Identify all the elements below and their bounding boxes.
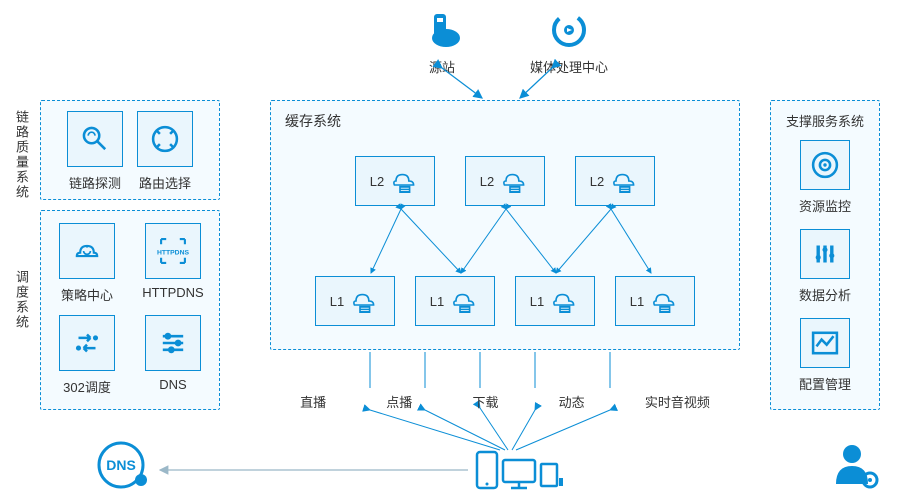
sched302-icon-box <box>59 315 115 371</box>
service-label: 动态 <box>559 392 585 411</box>
config-label: 配置管理 <box>771 374 879 393</box>
l2-label: L2 <box>590 174 604 189</box>
dns-slider-icon <box>156 326 190 360</box>
service-label: 直播 <box>300 392 326 411</box>
policy-label: 策略中心 <box>51 285 123 304</box>
l1-node: L1 <box>315 276 395 326</box>
service-label: 实时音视频 <box>645 392 710 411</box>
l1-label: L1 <box>430 294 444 309</box>
cloud-server-icon <box>648 285 680 317</box>
policy-icon-box <box>59 223 115 279</box>
cloud-server-icon <box>548 285 580 317</box>
cloud-server-icon <box>608 165 640 197</box>
analytics-label: 数据分析 <box>771 285 879 304</box>
detect-item: 链路探测 <box>67 111 123 189</box>
link-quality-panel: 链路探测 路由选择 <box>40 100 220 200</box>
l1-node: L1 <box>615 276 695 326</box>
link-detect-icon <box>78 122 112 156</box>
devices-icon <box>475 448 565 497</box>
dns-badge-icon: DNS <box>95 440 155 490</box>
support-title: 支撑服务系统 <box>771 111 879 130</box>
services-row: 直播 点播 下载 动态 实时音视频 <box>270 392 740 411</box>
dns-badge-text: DNS <box>106 457 136 473</box>
l2-row: L2 L2 L2 <box>271 156 739 206</box>
link-quality-title: 链路质量系统 <box>12 110 31 200</box>
l2-label: L2 <box>480 174 494 189</box>
media-center: 媒体处理中心 <box>530 8 608 76</box>
config-icon-box <box>800 318 850 368</box>
media-center-label: 媒体处理中心 <box>530 57 608 76</box>
route-item: 路由选择 <box>137 111 193 189</box>
monitor-item: 资源监控 <box>771 140 879 215</box>
config-item: 配置管理 <box>771 318 879 393</box>
l2-node: L2 <box>465 156 545 206</box>
scheduler-title: 调度系统 <box>12 270 31 330</box>
route-select-icon <box>148 122 182 156</box>
sched302-icon <box>70 326 104 360</box>
media-center-icon <box>547 8 591 52</box>
monitor-label: 资源监控 <box>771 196 879 215</box>
detect-icon-box <box>67 111 123 167</box>
httpdns-label: HTTPDNS <box>137 285 209 300</box>
support-panel: 支撑服务系统 资源监控 数据分析 配置管理 <box>770 100 880 410</box>
cloud-server-icon <box>448 285 480 317</box>
monitor-icon <box>808 148 842 182</box>
analytics-icon-box <box>800 229 850 279</box>
l1-label: L1 <box>530 294 544 309</box>
config-icon <box>808 326 842 360</box>
scheduler-panel: 策略中心 HTTPDNS HTTPDNS 302调度 DNS <box>40 210 220 410</box>
route-label: 路由选择 <box>137 173 193 192</box>
service-label: 下载 <box>472 392 498 411</box>
cache-title: 缓存系统 <box>285 111 341 131</box>
dns-label: DNS <box>137 377 209 392</box>
origin-icon <box>420 8 464 52</box>
httpdns-item: HTTPDNS HTTPDNS <box>137 223 209 305</box>
policy-center-icon <box>70 234 104 268</box>
cloud-server-icon <box>498 165 530 197</box>
analytics-icon <box>808 237 842 271</box>
cloud-server-icon <box>348 285 380 317</box>
l1-row: L1 L1 L1 L1 <box>271 276 739 326</box>
sched302-item: 302调度 <box>51 315 123 397</box>
l2-node: L2 <box>355 156 435 206</box>
analytics-item: 数据分析 <box>771 229 879 304</box>
httpdns-icon: HTTPDNS <box>156 234 190 268</box>
dns-badge: DNS <box>95 440 155 495</box>
l1-node: L1 <box>515 276 595 326</box>
dns-item: DNS <box>137 315 209 397</box>
httpdns-icon-box: HTTPDNS <box>145 223 201 279</box>
l1-label: L1 <box>630 294 644 309</box>
route-icon-box <box>137 111 193 167</box>
detect-label: 链路探测 <box>67 173 123 192</box>
cache-panel: 缓存系统 L2 L2 L2 L1 L1 L1 L1 <box>270 100 740 350</box>
service-label: 点播 <box>386 392 412 411</box>
l2-label: L2 <box>370 174 384 189</box>
origin-label: 源站 <box>420 57 464 76</box>
policy-item: 策略中心 <box>51 223 123 305</box>
cloud-server-icon <box>388 165 420 197</box>
dns-icon-box <box>145 315 201 371</box>
svg-text:HTTPDNS: HTTPDNS <box>157 249 190 256</box>
origin-station: 源站 <box>420 8 464 76</box>
l2-node: L2 <box>575 156 655 206</box>
l1-label: L1 <box>330 294 344 309</box>
sched302-label: 302调度 <box>51 377 123 396</box>
l1-node: L1 <box>415 276 495 326</box>
user-icon <box>830 440 880 495</box>
monitor-icon-box <box>800 140 850 190</box>
